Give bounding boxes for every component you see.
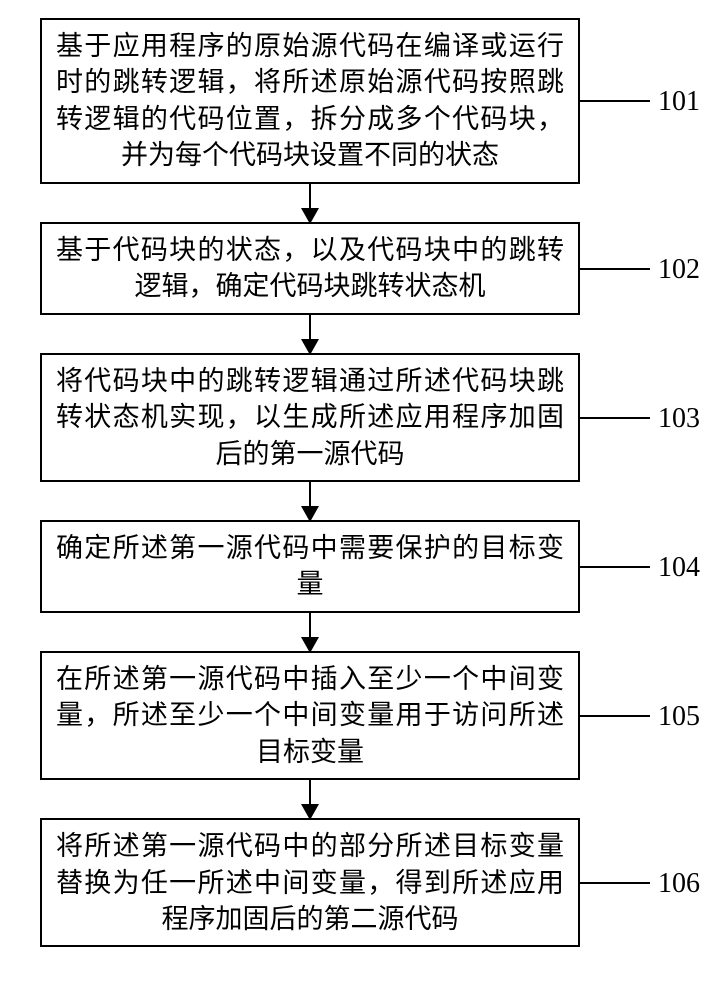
step-text: 基于应用程序的原始源代码在编译或运行时的跳转逻辑，将所述原始源代码按照跳转逻辑的… [56,31,564,170]
leader-line [580,100,650,102]
flow-step-106: 将所述第一源代码中的部分所述目标变量替换为任一所述中间变量，得到所述应用程序加固… [40,818,580,947]
flow-step-101: 基于应用程序的原始源代码在编译或运行时的跳转逻辑，将所述原始源代码按照跳转逻辑的… [40,18,580,184]
step-label-103: 103 [658,403,700,435]
step-text: 在所述第一源代码中插入至少一个中间变量，所述至少一个中间变量用于访问所述目标变量 [56,664,564,767]
flow-arrow [40,315,580,353]
flow-step-103: 将代码块中的跳转逻辑通过所述代码块跳转状态机实现，以生成所述应用程序加固后的第一… [40,353,580,482]
step-label-104: 104 [658,552,700,584]
step-text: 将代码块中的跳转逻辑通过所述代码块跳转状态机实现，以生成所述应用程序加固后的第一… [56,366,564,469]
step-text: 确定所述第一源代码中需要保护的目标变量 [56,533,564,599]
leader-line [580,882,650,884]
leader-line [580,566,650,568]
step-label-105: 105 [658,701,700,733]
flow-arrow [40,482,580,520]
step-text: 基于代码块的状态，以及代码块中的跳转逻辑，确定代码块跳转状态机 [56,235,564,301]
flow-step-105: 在所述第一源代码中插入至少一个中间变量，所述至少一个中间变量用于访问所述目标变量 [40,651,580,780]
flow-arrow [40,780,580,818]
step-label-101: 101 [658,86,700,118]
leader-line [580,715,650,717]
step-text: 将所述第一源代码中的部分所述目标变量替换为任一所述中间变量，得到所述应用程序加固… [56,831,564,934]
leader-line [580,417,650,419]
flow-step-104: 确定所述第一源代码中需要保护的目标变量 [40,520,580,613]
flow-step-102: 基于代码块的状态，以及代码块中的跳转逻辑，确定代码块跳转状态机 [40,222,580,315]
step-label-102: 102 [658,254,700,286]
leader-line [580,268,650,270]
flow-arrow [40,613,580,651]
flow-arrow [40,184,580,222]
flowchart-container: 基于应用程序的原始源代码在编译或运行时的跳转逻辑，将所述原始源代码按照跳转逻辑的… [40,18,680,947]
step-label-106: 106 [658,868,700,900]
